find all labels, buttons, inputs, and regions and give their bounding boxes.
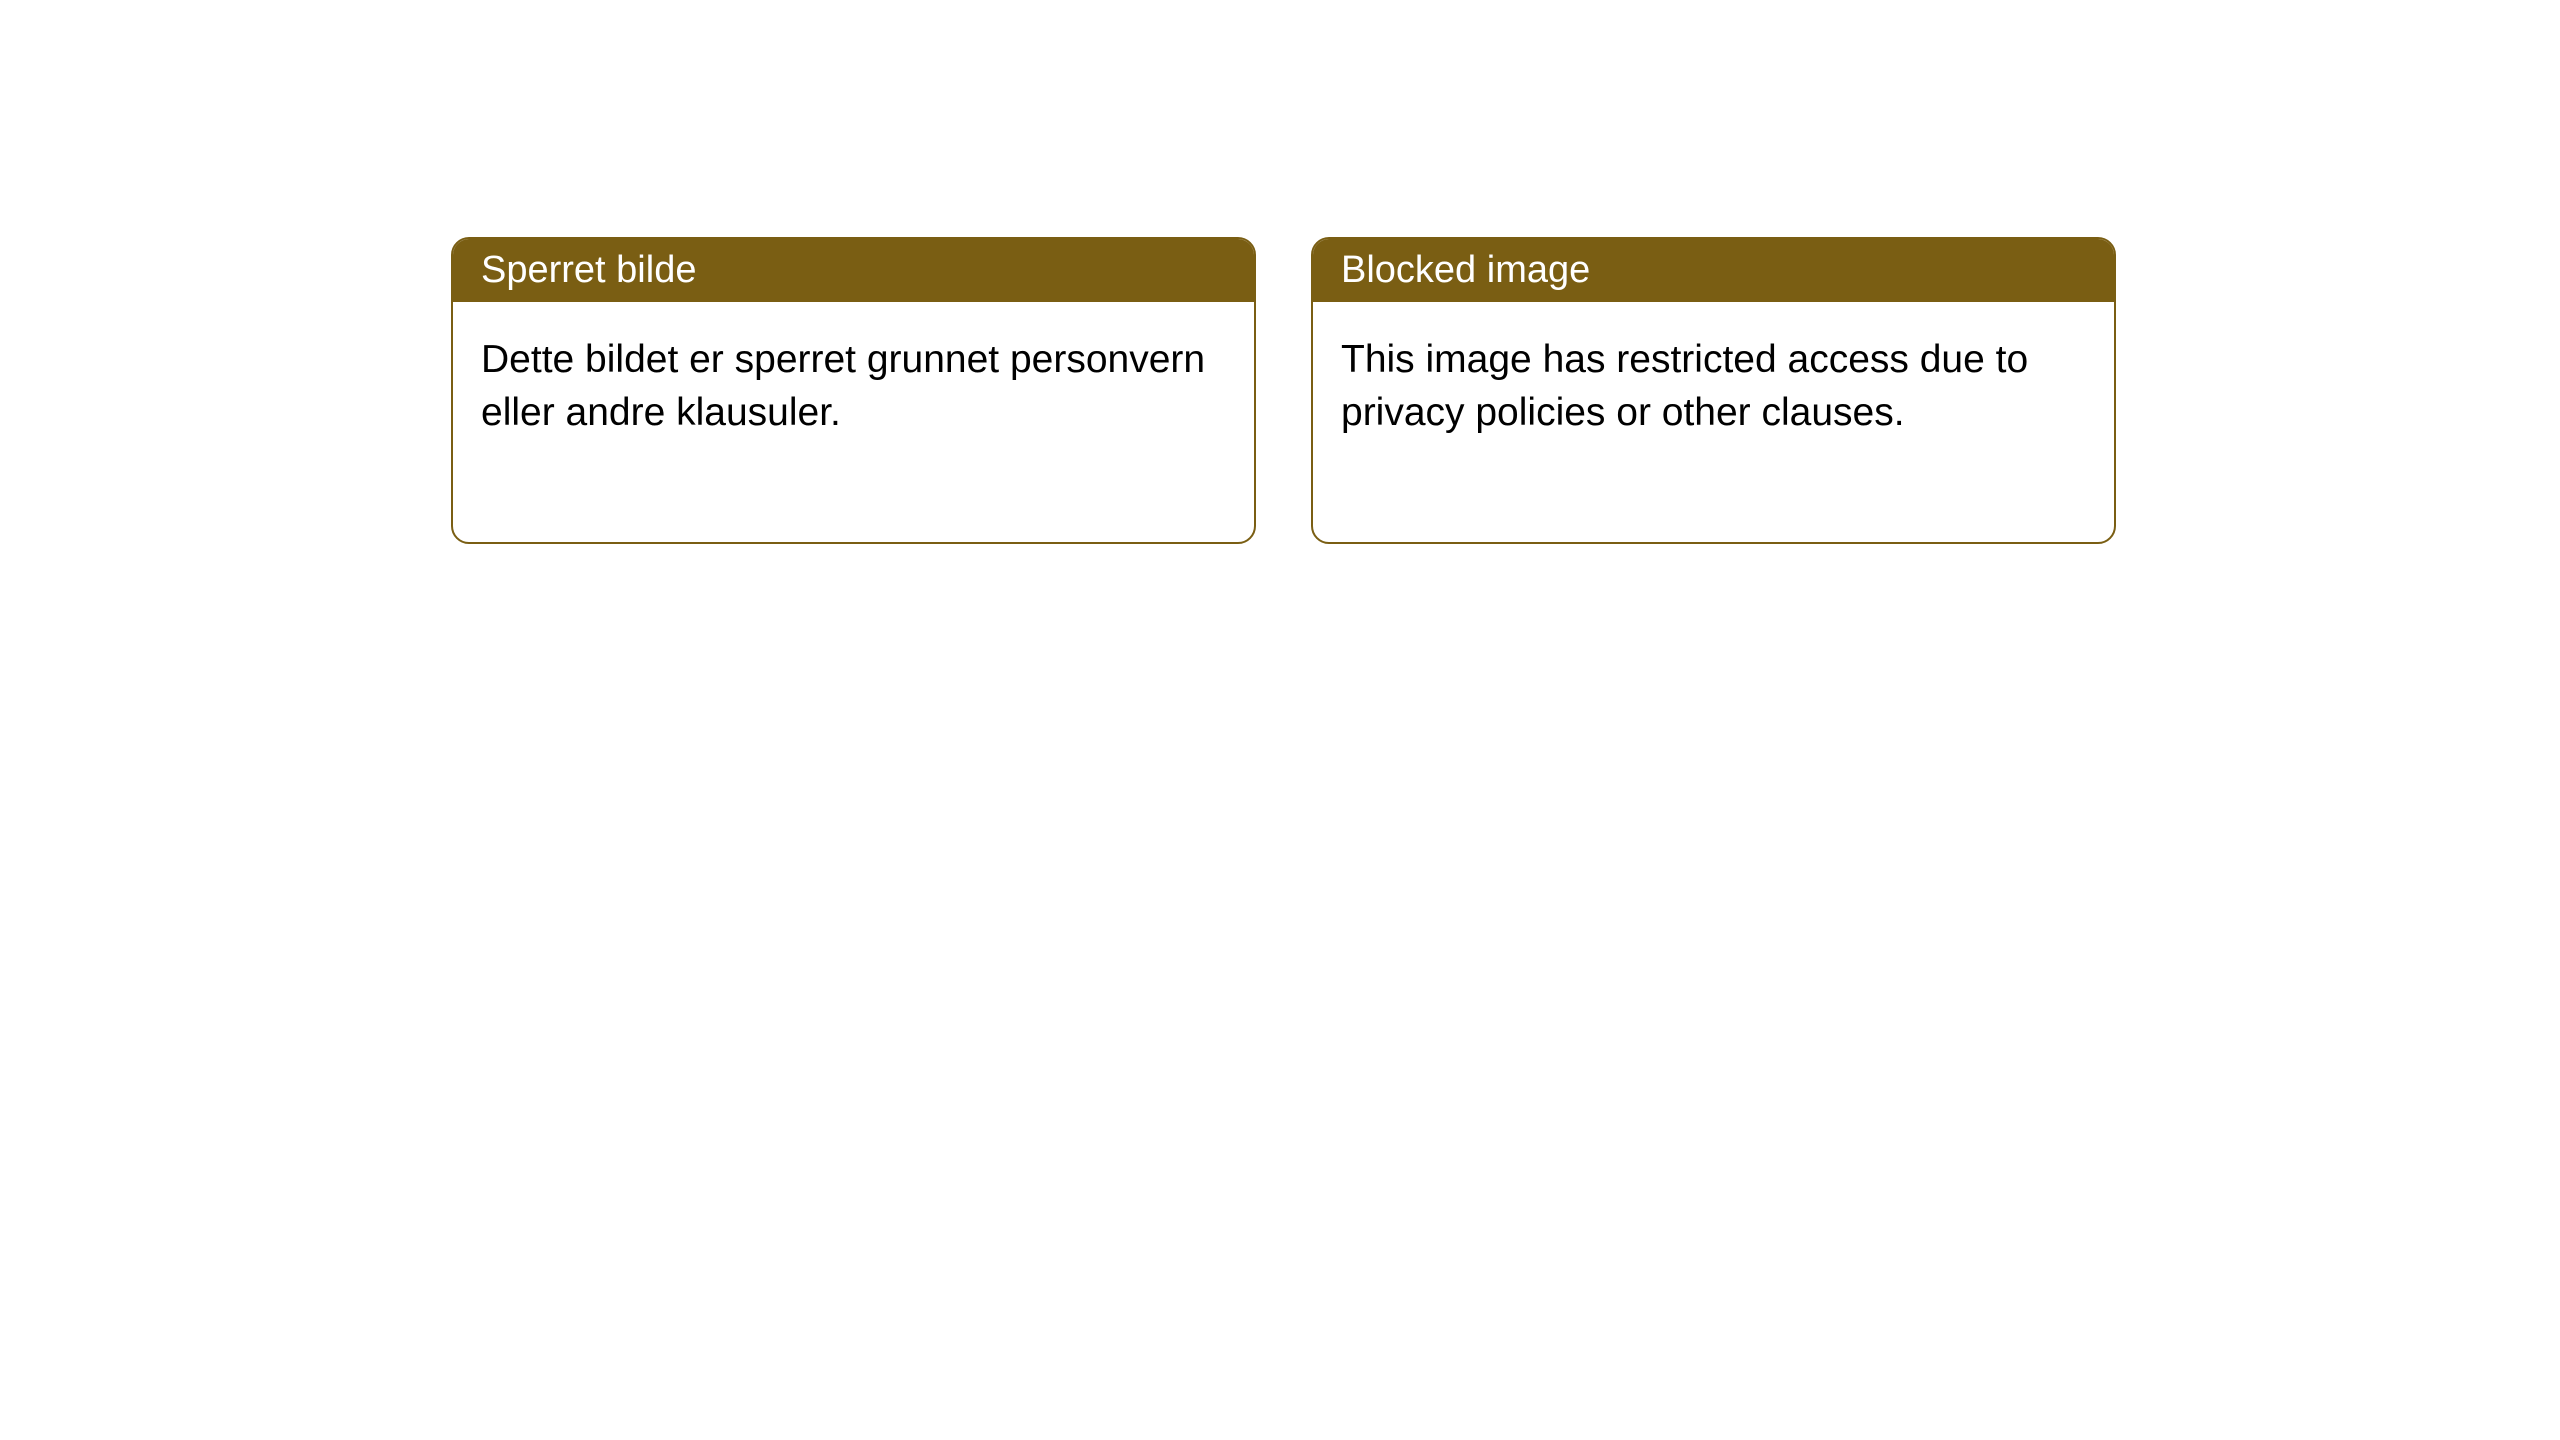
- card-header: Blocked image: [1313, 239, 2114, 302]
- card-title: Sperret bilde: [481, 249, 696, 291]
- card-body: This image has restricted access due to …: [1313, 302, 2114, 542]
- blocked-image-card-english: Blocked image This image has restricted …: [1311, 237, 2116, 544]
- blocked-image-card-norwegian: Sperret bilde Dette bildet er sperret gr…: [451, 237, 1256, 544]
- card-message: Dette bildet er sperret grunnet personve…: [481, 338, 1205, 434]
- card-title: Blocked image: [1341, 249, 1590, 291]
- cards-container: Sperret bilde Dette bildet er sperret gr…: [451, 237, 2116, 544]
- card-header: Sperret bilde: [453, 239, 1254, 302]
- card-body: Dette bildet er sperret grunnet personve…: [453, 302, 1254, 542]
- card-message: This image has restricted access due to …: [1341, 338, 2028, 434]
